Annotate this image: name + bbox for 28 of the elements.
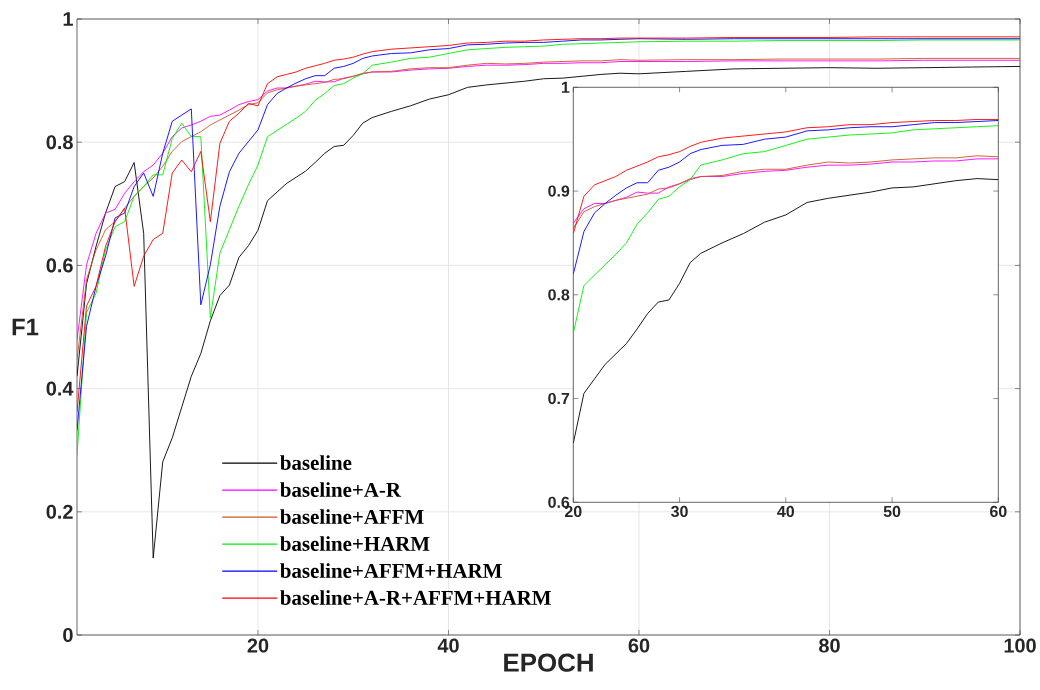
y-tick-label: 0.8 [548,289,570,301]
line-series [573,120,999,275]
legend-label: baseline+A-R+AFFM+HARM [280,590,551,605]
x-tick-label: 20 [247,638,269,653]
x-tick-label: 80 [819,638,840,653]
x-tick-label: 60 [628,638,650,653]
x-axis-title: EPOCH [504,653,593,672]
y-tick-label: 0 [63,627,73,643]
y-axis-title: F1 [12,318,39,336]
x-tick-label: 50 [883,505,901,518]
x-tick-label: 100 [1004,638,1036,653]
legend-label: baseline+A-R [280,482,402,497]
y-tick-label: 0.6 [46,258,73,273]
y-tick-label: 0.2 [46,504,73,519]
x-tick-label: 30 [671,505,688,518]
y-tick-label: 0.7 [548,392,570,405]
legend-label: baseline+HARM [280,536,430,551]
y-tick-label: 0.9 [548,185,570,197]
legend-label: baseline+AFFM+HARM [280,563,502,578]
y-tick-label: 1 [63,12,73,26]
y-tick-label: 0.8 [46,135,73,150]
legend-label: baseline [280,455,352,470]
legend-label: baseline+AFFM [280,509,424,524]
x-tick-label: 40 [777,505,795,518]
y-tick-label: 0.4 [46,381,74,396]
y-tick-label: 1 [561,81,570,93]
x-tick-label: 40 [437,638,459,653]
x-tick-label: 60 [990,505,1007,518]
